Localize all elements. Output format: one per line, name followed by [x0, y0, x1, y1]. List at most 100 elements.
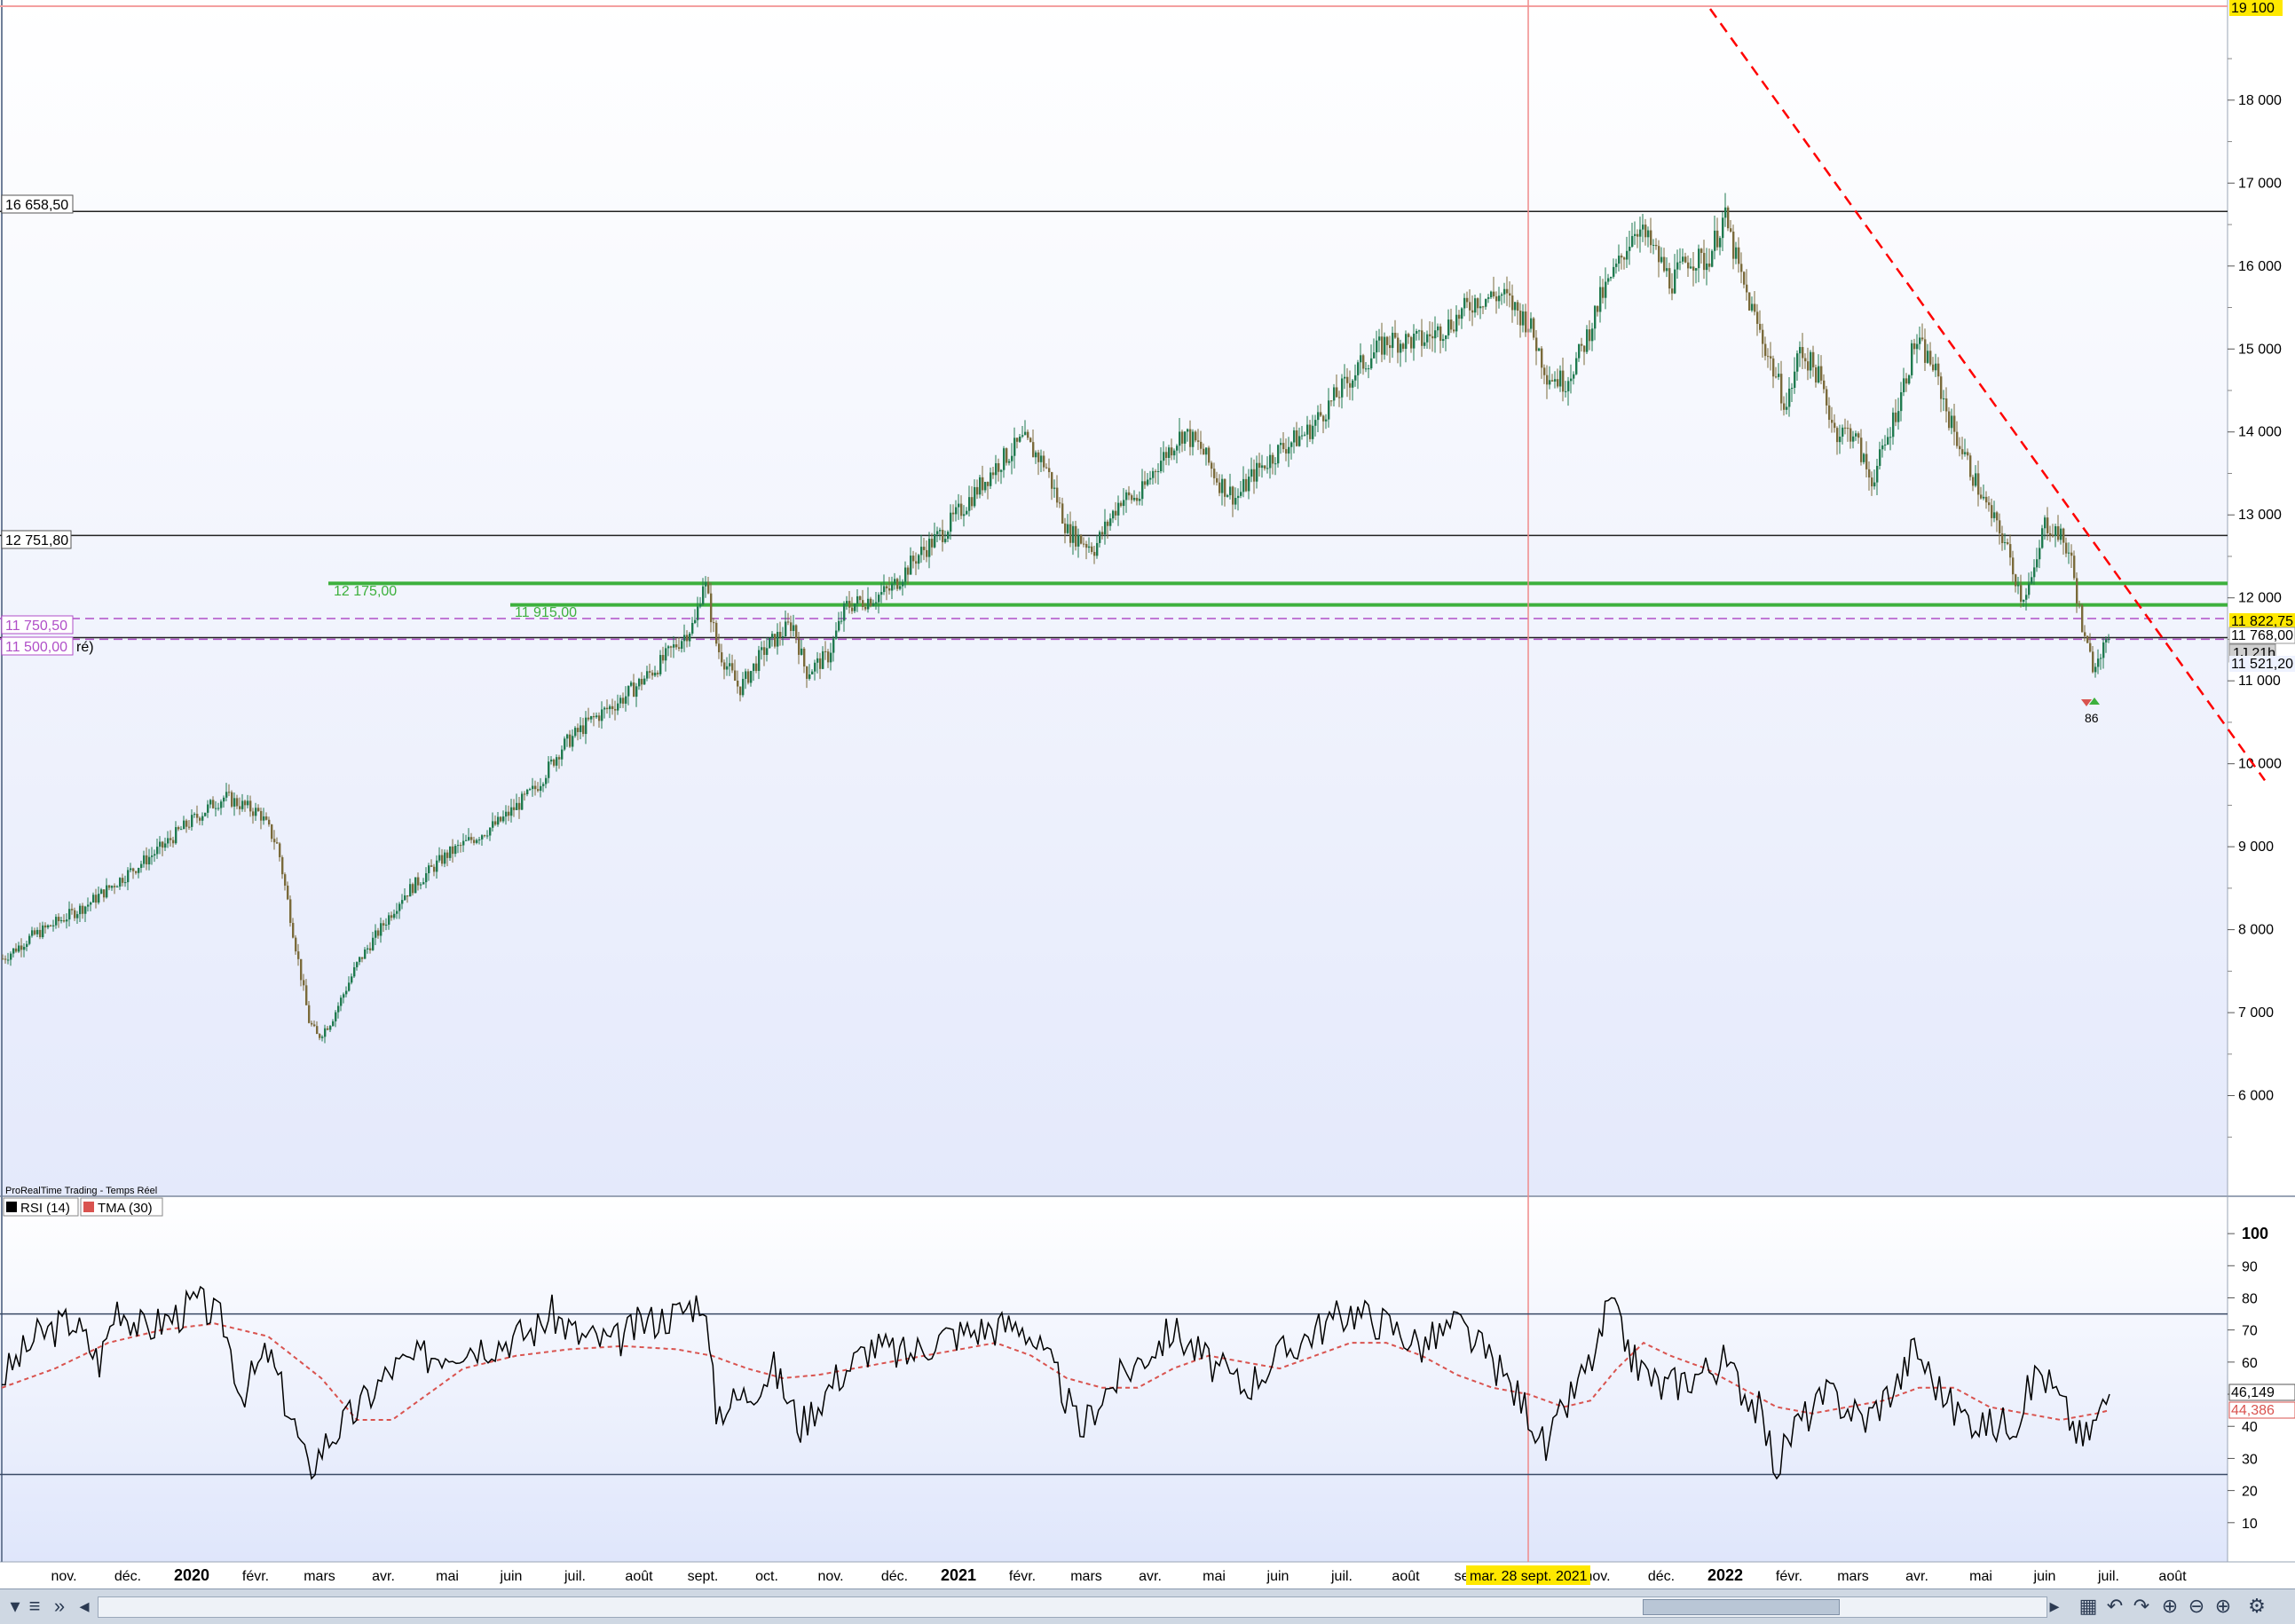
rsi-y-tick-label: 20	[2242, 1485, 2258, 1500]
candle-body	[1695, 268, 1698, 271]
x-axis-label: nov.	[1584, 1569, 1610, 1584]
candle-body	[1493, 291, 1495, 296]
candle-body	[1280, 443, 1282, 445]
candle-body	[625, 696, 627, 704]
candle-body	[1716, 230, 1719, 248]
candle-body	[595, 715, 598, 718]
candle-body	[1935, 363, 1937, 371]
candle-body	[1282, 443, 1285, 450]
candle-body	[1943, 398, 1945, 399]
candle-body	[1120, 502, 1123, 507]
candle-body	[1264, 465, 1266, 469]
horizontal-scrollbar[interactable]	[98, 1596, 2047, 1618]
candle-body	[2065, 542, 2068, 554]
candle-body	[1948, 411, 1951, 429]
candle-body	[1439, 326, 1442, 342]
candle-body	[1059, 502, 1061, 504]
level-label-11915: 11 915,00	[515, 605, 577, 620]
price-axis-background	[2228, 0, 2295, 1196]
candle-body	[654, 673, 657, 676]
candle-body	[1740, 264, 1743, 272]
candle-body	[1554, 379, 1557, 382]
redo-icon[interactable]: ↷	[2133, 1595, 2150, 1617]
candle-body	[617, 703, 619, 711]
candle-body	[1644, 225, 1647, 238]
x-axis-label: mars	[1837, 1569, 1869, 1584]
candle-body	[476, 840, 478, 843]
candle-body	[1889, 437, 1892, 438]
candle-body	[7, 959, 10, 961]
candle-body	[1008, 461, 1011, 463]
candle-body	[377, 930, 380, 936]
candle-body	[1847, 428, 1849, 430]
candle-body	[1876, 465, 1879, 483]
double-chevron-icon[interactable]: »	[53, 1595, 66, 1617]
candle-body	[2073, 556, 2076, 579]
tma-legend-item[interactable]	[80, 1197, 163, 1217]
candle-body	[1836, 428, 1839, 443]
candle-body	[1445, 335, 1447, 340]
candle-body	[1269, 454, 1272, 469]
candle-body	[444, 852, 446, 864]
candle-body	[609, 706, 611, 710]
candle-body	[721, 652, 723, 663]
candle-body	[1684, 256, 1687, 263]
candle-body	[1660, 256, 1663, 263]
candle-body	[864, 606, 867, 610]
candle-body	[2015, 574, 2017, 587]
dropdown-arrow-icon[interactable]: ▾	[10, 1595, 20, 1617]
candle-body	[1525, 311, 1527, 333]
candle-body	[241, 800, 244, 809]
scroll-left-icon[interactable]: ◂	[79, 1595, 90, 1617]
candle-body	[87, 904, 90, 907]
candle-body	[497, 816, 500, 825]
candle-body	[912, 556, 915, 562]
candle-body	[1463, 297, 1466, 309]
x-axis-label: juil.	[564, 1569, 586, 1584]
candle-body	[1855, 433, 1857, 437]
candle-body	[564, 738, 566, 750]
candle-body	[1746, 284, 1748, 293]
rsi-legend-item[interactable]	[3, 1197, 79, 1217]
candle-body	[1455, 314, 1458, 332]
candle-body	[2009, 544, 2012, 558]
candle-body	[343, 994, 345, 998]
settings-icon[interactable]: ⚙	[2248, 1595, 2266, 1617]
close-label-a-box	[2229, 613, 2295, 627]
candle-body	[1043, 455, 1045, 468]
candle-body	[798, 638, 800, 655]
candle-body	[1346, 376, 1349, 383]
candle-body	[1690, 266, 1692, 269]
zoom-fit-icon[interactable]: ⊕	[2161, 1595, 2179, 1617]
x-axis-label: juin	[500, 1569, 523, 1584]
candle-body	[1157, 470, 1160, 472]
candle-body	[1149, 477, 1152, 480]
candle-body	[337, 1005, 340, 1013]
candle-body	[1304, 434, 1306, 436]
candle-body	[1152, 470, 1155, 478]
candle-body	[750, 671, 753, 683]
calendar-icon[interactable]: ▦	[2078, 1595, 2098, 1617]
price-chart[interactable]: 6 000 7 000 8 000 9 000 10 000 11 000 12 000 13…	[0, 0, 2295, 1589]
scrollbar-thumb[interactable]	[1643, 1599, 1840, 1615]
candle-body	[1541, 348, 1543, 368]
candle-body	[140, 863, 143, 869]
candle-body	[1099, 532, 1101, 543]
candle-body	[1368, 368, 1370, 370]
candle-body	[292, 922, 295, 938]
candle-body	[1727, 207, 1730, 229]
menu-icon[interactable]: ≡	[28, 1595, 41, 1617]
scroll-right-icon[interactable]: ▸	[2049, 1595, 2060, 1617]
undo-icon[interactable]: ↶	[2106, 1595, 2124, 1617]
candle-body	[247, 800, 249, 806]
zoom-out-icon[interactable]: ⊖	[2188, 1595, 2205, 1617]
candle-body	[508, 811, 510, 816]
candle-body	[1413, 333, 1416, 349]
candle-body	[553, 759, 556, 766]
candle-body	[494, 821, 497, 825]
candle-body	[393, 913, 396, 918]
candle-body	[1842, 427, 1844, 438]
candle-body	[122, 878, 124, 883]
zoom-in-icon[interactable]: ⊕	[2214, 1595, 2232, 1617]
candle-body	[1975, 473, 1977, 486]
